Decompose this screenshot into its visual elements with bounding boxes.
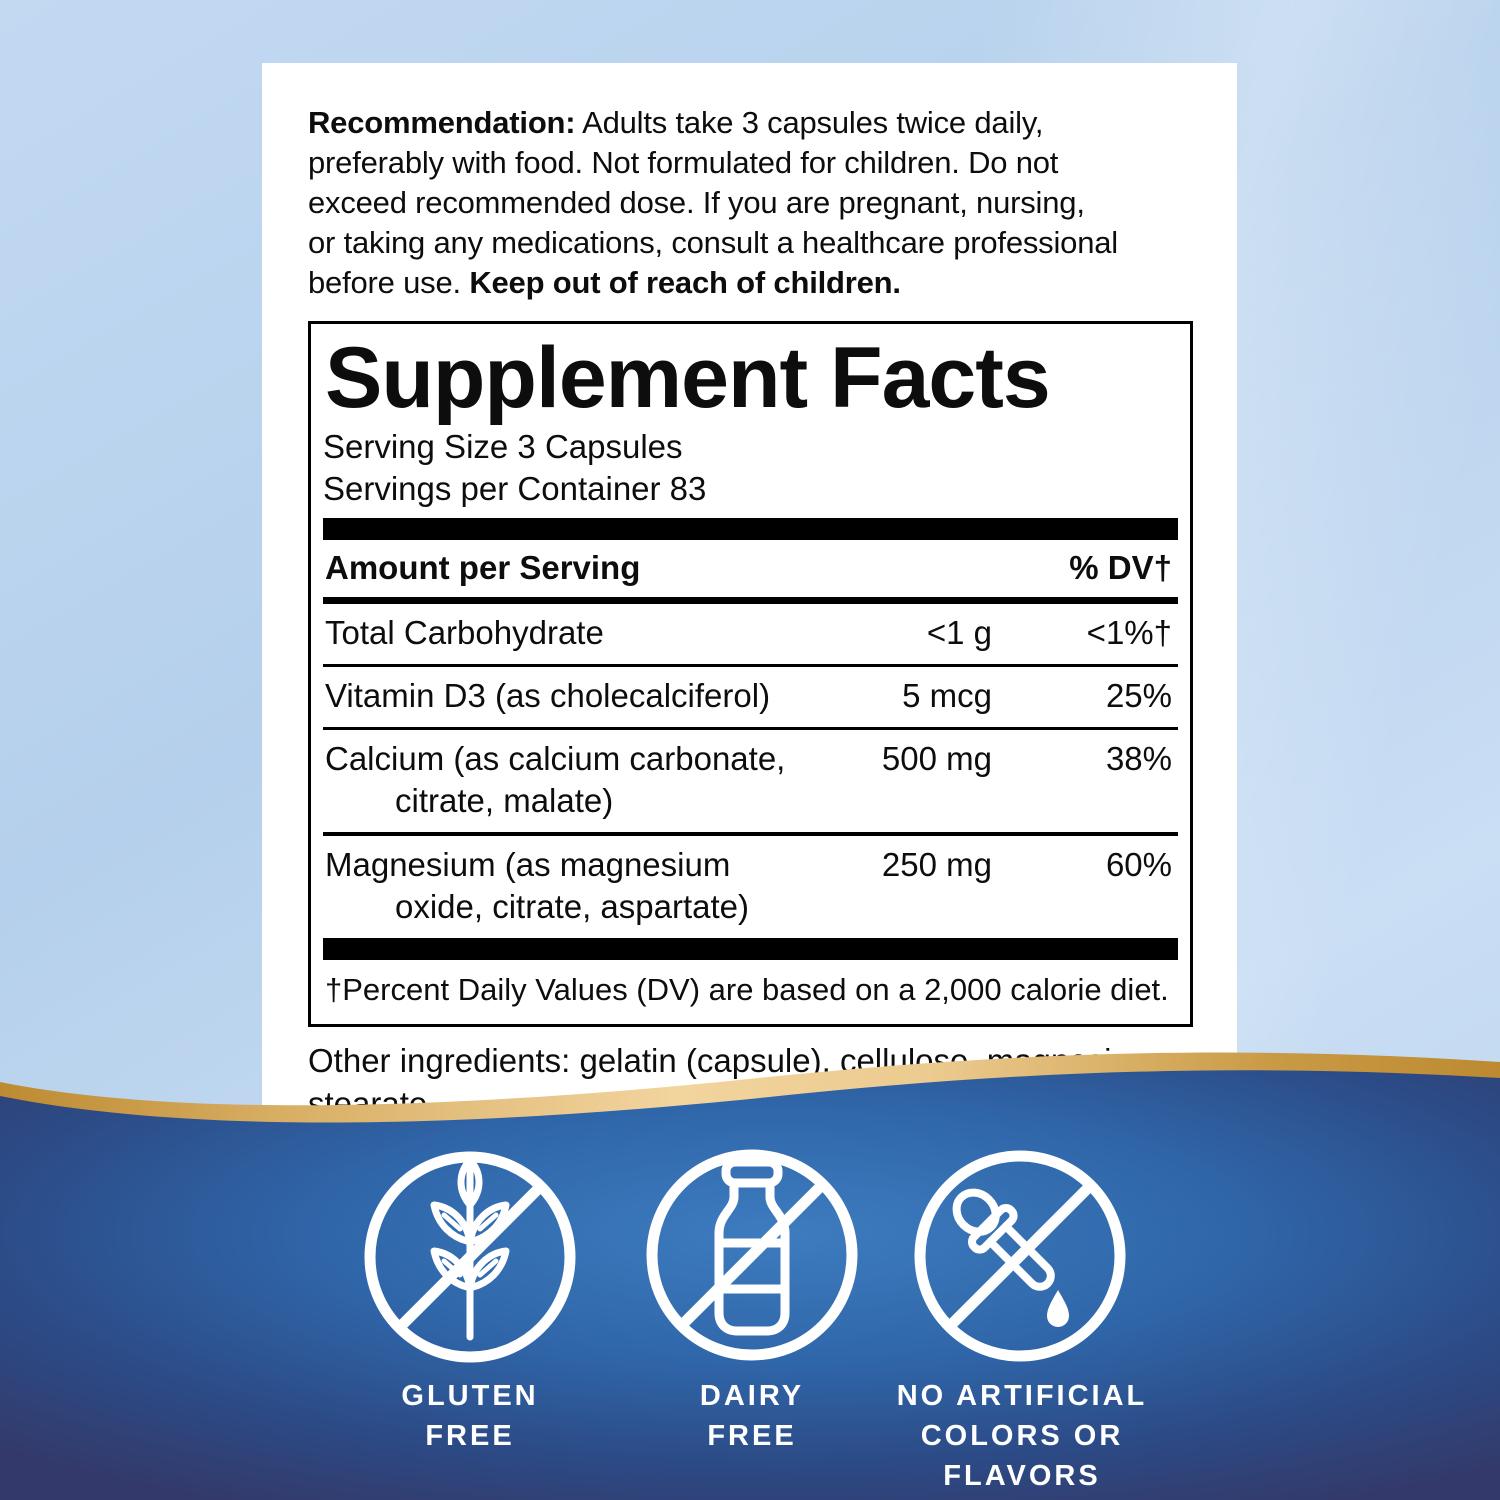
recommendation-lead: Recommendation: — [308, 105, 576, 140]
percent-dv-header: % DV† — [1069, 549, 1172, 586]
bottle-wave-graphic — [0, 1052, 1500, 1500]
nutrient-name: Vitamin D3 (as cholecalciferol) — [325, 677, 771, 714]
nutrient-name-line2: oxide, citrate, aspartate) — [395, 888, 750, 925]
recommendation-text: Recommendation: Adults take 3 capsules t… — [308, 103, 1193, 303]
table-row: Total Carbohydrate <1 g <1%† — [323, 604, 1178, 667]
divider-bar-top — [323, 518, 1178, 540]
nutrient-name: Total Carbohydrate — [325, 614, 604, 651]
nutrient-name-line2: citrate, malate) — [395, 782, 614, 819]
nutrient-dv: <1%† — [1086, 614, 1172, 651]
supplement-facts-title: Supplement Facts — [325, 330, 1051, 426]
dairy-free-label: DAIRY FREE — [699, 1380, 805, 1452]
facts-header-row: Amount per Serving % DV† — [323, 540, 1178, 604]
divider-bar-bottom — [323, 938, 1178, 960]
nutrient-dv: 25% — [1105, 677, 1172, 714]
dv-footnote: †Percent Daily Values (DV) are based on … — [325, 972, 1169, 1007]
nutrient-amount: <1 g — [926, 614, 992, 651]
no-dairy-icon — [646, 1149, 858, 1361]
no-artificial-colors-icon — [914, 1150, 1126, 1362]
recommendation-body: Adults take 3 capsules twice daily, pref… — [308, 105, 1118, 300]
label-panel: Recommendation: Adults take 3 capsules t… — [262, 63, 1237, 1140]
gluten-free-label: GLUTEN FREE — [401, 1380, 539, 1452]
supplement-facts-box: Supplement Facts Serving Size 3 Capsules… — [308, 321, 1193, 1027]
nutrient-dv: 60% — [1105, 846, 1172, 883]
nutrient-dv: 38% — [1105, 740, 1172, 777]
servings-per-container: Servings per Container 83 — [323, 470, 707, 507]
nutrient-name: Calcium (as calcium carbonate, — [325, 740, 786, 777]
nutrient-amount: 250 mg — [881, 846, 992, 883]
table-row: Calcium (as calcium carbonate, citrate, … — [323, 730, 1178, 836]
serving-size: Serving Size 3 Capsules — [323, 428, 683, 465]
table-row: Magnesium (as magnesium oxide, citrate, … — [323, 836, 1178, 938]
no-gluten-icon — [364, 1151, 576, 1363]
amount-per-serving-header: Amount per Serving — [325, 549, 641, 586]
recommendation-warning: Keep out of reach of children. — [469, 265, 901, 300]
no-artificial-colors-label: NO ARTIFICIAL COLORS OR FLAVORS — [896, 1380, 1148, 1492]
nutrient-name: Magnesium (as magnesium — [325, 846, 731, 883]
nutrient-amount: 5 mcg — [902, 677, 992, 714]
nutrient-amount: 500 mg — [881, 740, 992, 777]
table-row: Vitamin D3 (as cholecalciferol) 5 mcg 25… — [323, 667, 1178, 730]
